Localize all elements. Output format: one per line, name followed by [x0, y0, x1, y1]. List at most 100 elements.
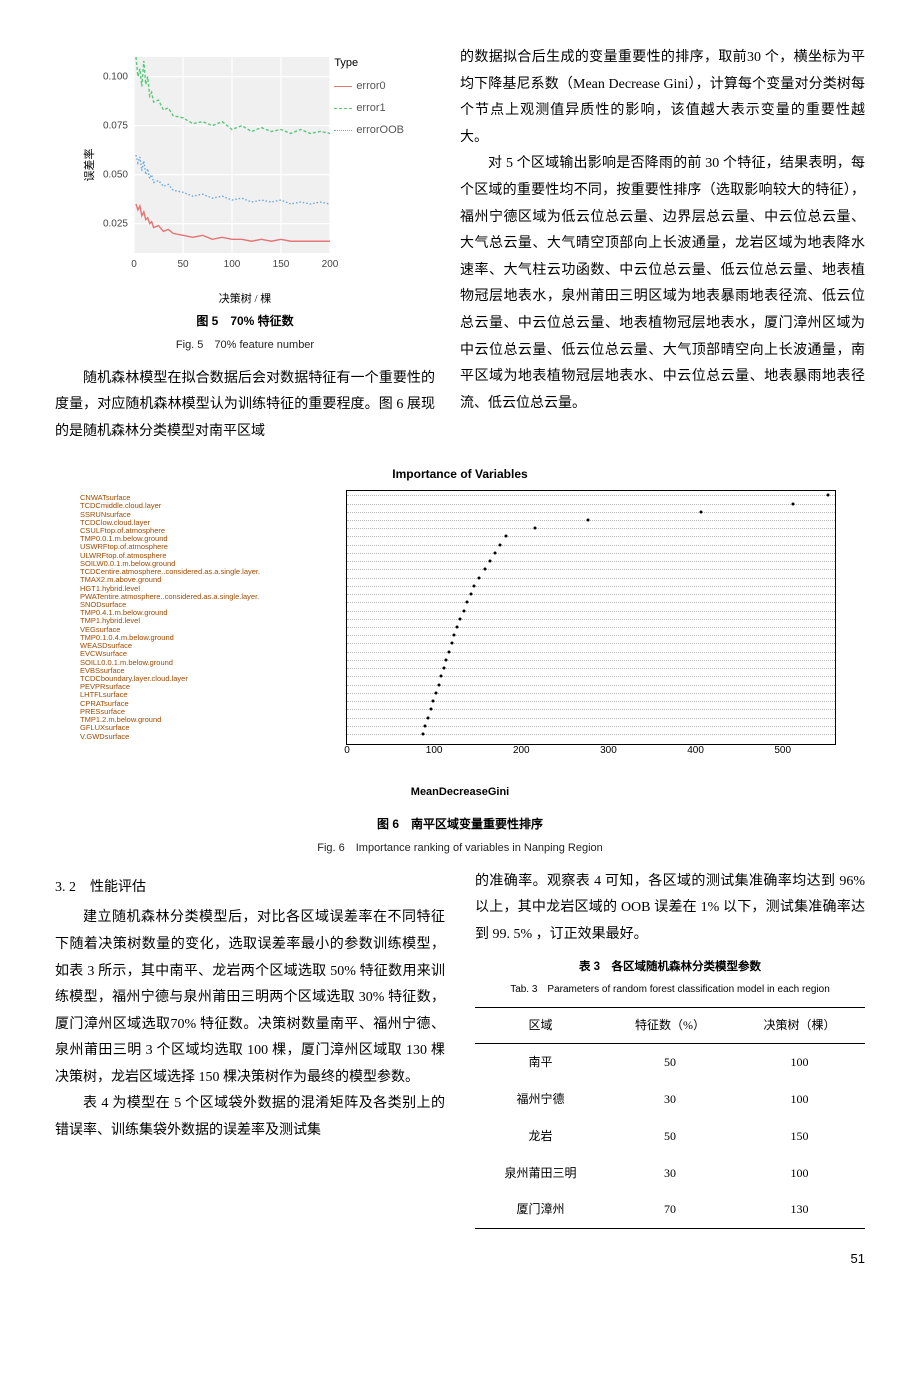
var-label: TMP0.0.1.m.below.ground	[80, 535, 340, 543]
var-label: CPRATsurface	[80, 700, 340, 708]
importance-point	[421, 733, 424, 736]
var-label: TCDClow.cloud.layer	[80, 519, 340, 527]
importance-point	[483, 568, 486, 571]
table-row: 泉州莆田三明30100	[475, 1155, 865, 1192]
table3-caption-en: Tab. 3 Parameters of random forest class…	[475, 980, 865, 999]
var-label: GFLUXsurface	[80, 724, 340, 732]
importance-point	[504, 535, 507, 538]
importance-point	[462, 609, 465, 612]
importance-point	[440, 675, 443, 678]
var-label: VEGsurface	[80, 626, 340, 634]
importance-point	[478, 576, 481, 579]
table3: 区域特征数（%）决策树（棵） 南平50100福州宁德30100龙岩50150泉州…	[475, 1007, 865, 1229]
importance-point	[455, 626, 458, 629]
page-number: 51	[55, 1247, 865, 1272]
svg-text:50: 50	[177, 259, 189, 270]
fig6-title: Importance of Variables	[55, 463, 865, 486]
importance-point	[432, 700, 435, 703]
var-label: SNODsurface	[80, 601, 340, 609]
para3: 对 5 个区域输出影响是否降雨的前 30 个特征，结果表明，每个区域的重要性均不…	[460, 151, 865, 417]
table-row: 福州宁德30100	[475, 1081, 865, 1118]
importance-point	[434, 691, 437, 694]
table-row: 龙岩50150	[475, 1118, 865, 1155]
section-3-2: 3. 2 性能评估	[55, 875, 445, 902]
importance-point	[459, 617, 462, 620]
importance-point	[450, 642, 453, 645]
fig6-var-labels: CNWATsurfaceTCDCmiddle.cloud.layerSSRUNs…	[80, 494, 340, 741]
para5: 表 4 为模型在 5 个区域袋外数据的混淆矩阵及各类别上的错误率、训练集袋外数据…	[55, 1091, 445, 1144]
var-label: EVCWsurface	[80, 650, 340, 658]
fig5-xlabel: 决策树 / 棵	[55, 289, 435, 310]
svg-text:0.100: 0.100	[103, 72, 128, 83]
importance-point	[827, 494, 830, 497]
importance-point	[792, 502, 795, 505]
table-row: 南平50100	[475, 1044, 865, 1081]
legend-title: Type	[334, 53, 404, 74]
fig6-caption-en: Fig. 6 Importance ranking of variables i…	[55, 838, 865, 859]
fig6-xaxis: MeanDecreaseGini	[55, 782, 865, 803]
var-label: TCDCentire.atmosphere..considered.as.a.s…	[80, 568, 340, 576]
table3-caption-cn: 表 3 各区域随机森林分类模型参数	[475, 957, 865, 979]
svg-text:0.075: 0.075	[103, 121, 128, 132]
var-label: TCDCmiddle.cloud.layer	[80, 502, 340, 510]
importance-point	[469, 593, 472, 596]
importance-point	[429, 708, 432, 711]
svg-text:100: 100	[224, 259, 241, 270]
fig6-chart: CNWATsurfaceTCDCmiddle.cloud.layerSSRUNs…	[80, 490, 840, 760]
var-label: CSULFtop.of.atmosphere	[80, 527, 340, 535]
para1: 随机森林模型在拟合数据后会对数据特征有一个重要性的度量，对应随机森林模型认为训练…	[55, 366, 435, 446]
importance-point	[499, 543, 502, 546]
svg-text:150: 150	[273, 259, 290, 270]
var-label: PWATentire.atmosphere..considered.as.a.s…	[80, 593, 340, 601]
importance-point	[437, 683, 440, 686]
fig5-caption-en: Fig. 5 70% feature number	[55, 335, 435, 356]
importance-point	[453, 634, 456, 637]
fig6-caption-cn: 图 6 南平区域变量重要性排序	[55, 813, 865, 836]
var-label: USWRFtop.of.atmosphere	[80, 543, 340, 551]
importance-point	[699, 510, 702, 513]
var-label: EVBSsurface	[80, 667, 340, 675]
var-label: TMP0.1.0.4.m.below.ground	[80, 634, 340, 642]
var-label: CNWATsurface	[80, 494, 340, 502]
var-label: V.GWDsurface	[80, 733, 340, 741]
table-row: 厦门漳州70130	[475, 1191, 865, 1228]
var-label: SOILW0.0.1.m.below.ground	[80, 560, 340, 568]
var-label: SSRUNsurface	[80, 511, 340, 519]
var-label: PRESsurface	[80, 708, 340, 716]
importance-point	[427, 716, 430, 719]
importance-point	[445, 658, 448, 661]
svg-text:0.025: 0.025	[103, 219, 128, 230]
para2: 的数据拟合后生成的变量重要性的排序，取前30 个，横坐标为平均下降基尼系数（Me…	[460, 45, 865, 151]
importance-point	[473, 584, 476, 587]
table3-header: 区域	[475, 1008, 606, 1044]
importance-point	[534, 527, 537, 530]
svg-text:0: 0	[131, 259, 137, 270]
var-label: SOILL0.0.1.m.below.ground	[80, 659, 340, 667]
var-label: TMP0.4.1.m.below.ground	[80, 609, 340, 617]
importance-point	[424, 724, 427, 727]
importance-point	[447, 650, 450, 653]
fig5-legend: Type error0error1errorOOB	[334, 53, 404, 142]
fig6-plot: 0100200300400500	[346, 490, 836, 745]
var-label: TMP1.2.m.below.ground	[80, 716, 340, 724]
importance-point	[466, 601, 469, 604]
para6: 的准确率。观察表 4 可知，各区域的测试集准确率均达到 96% 以上，其中龙岩区…	[475, 869, 865, 949]
importance-point	[586, 518, 589, 521]
fig5-chart: 0.025 0.050 0.075 0.100 0 50 100 150 200 Type er…	[80, 45, 410, 285]
var-label: LHTFLsurface	[80, 691, 340, 699]
importance-point	[488, 560, 491, 563]
var-label: TCDCboundary.layer.cloud.layer	[80, 675, 340, 683]
var-label: TMP1.hybrid.level	[80, 617, 340, 625]
para4: 建立随机森林分类模型后，对比各区域误差率在不同特征下随着决策树数量的变化，选取误…	[55, 905, 445, 1091]
var-label: PEVPRsurface	[80, 683, 340, 691]
fig5-ylabel: 误差率	[80, 149, 101, 182]
svg-text:0.050: 0.050	[103, 170, 128, 181]
table3-header: 特征数（%）	[606, 1008, 734, 1044]
var-label: TMAX2.m.above.ground	[80, 576, 340, 584]
importance-point	[494, 551, 497, 554]
svg-text:200: 200	[322, 259, 339, 270]
importance-point	[442, 667, 445, 670]
table3-header: 决策树（棵）	[734, 1008, 865, 1044]
var-label: HGT1.hybrid.level	[80, 585, 340, 593]
var-label: ULWRFtop.of.atmosphere	[80, 552, 340, 560]
